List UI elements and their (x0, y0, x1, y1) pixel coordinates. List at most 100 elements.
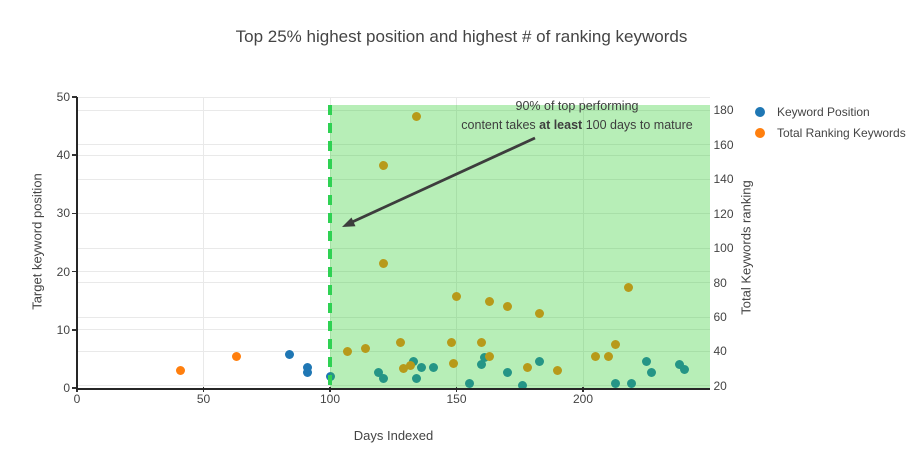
data-point-total-ranking-keywords[interactable] (452, 291, 461, 301)
annotation-text: 90% of top performing content takes at l… (427, 97, 727, 135)
data-point-keyword-position[interactable] (679, 365, 689, 375)
x-axis-title: Days Indexed (353, 428, 434, 443)
y-right-tick-label: 100 (713, 241, 734, 255)
annotation-line2-post: 100 days to mature (582, 118, 693, 132)
x-tick-label: 200 (572, 392, 594, 406)
data-point-total-ranking-keywords[interactable] (360, 343, 370, 353)
data-point-total-ranking-keywords[interactable] (449, 359, 459, 369)
y-left-tick-label: 40 (56, 148, 70, 163)
gridline-horizontal (77, 271, 710, 273)
legend-label: Total Ranking Keywords (777, 125, 906, 140)
x-tick-label: 50 (196, 392, 211, 406)
x-tick-label: 0 (73, 392, 81, 406)
gridline-horizontal (77, 96, 710, 98)
data-point-keyword-position[interactable] (464, 379, 474, 389)
gridline-horizontal (77, 109, 710, 111)
x-axis-line (76, 388, 710, 390)
data-point-keyword-position[interactable] (646, 368, 656, 378)
gridline-horizontal (77, 247, 710, 249)
data-point-total-ranking-keywords[interactable] (396, 338, 406, 348)
y-right-axis-title: Total Keywords ranking (738, 180, 754, 315)
data-point-keyword-position[interactable] (302, 368, 312, 378)
y-right-tick-label: 120 (713, 206, 734, 221)
data-point-total-ranking-keywords[interactable] (176, 365, 186, 375)
y-right-tick-label: 40 (713, 344, 727, 359)
gridline-horizontal (77, 329, 710, 331)
data-point-total-ranking-keywords[interactable] (406, 360, 416, 370)
y-left-tick-mark (72, 96, 77, 98)
data-point-total-ranking-keywords[interactable] (522, 362, 532, 372)
y-left-tick-mark (72, 387, 77, 389)
y-left-tick-label: 20 (56, 264, 70, 279)
data-point-keyword-position[interactable] (479, 353, 489, 363)
data-point-keyword-position[interactable] (626, 379, 636, 389)
data-point-total-ranking-keywords[interactable] (603, 352, 613, 362)
data-point-total-ranking-keywords[interactable] (446, 338, 456, 348)
y-right-tick-label: 140 (713, 172, 734, 186)
data-point-total-ranking-keywords[interactable] (231, 352, 241, 362)
annotation-line2-bold: at least (539, 118, 583, 132)
legend-label: Keyword Position (777, 104, 870, 119)
y-right-tick-label: 80 (713, 275, 727, 290)
gridline-vertical (582, 97, 584, 388)
data-point-total-ranking-keywords[interactable] (477, 338, 487, 348)
y-right-tick-label: 180 (713, 103, 734, 117)
y-left-tick-mark (72, 270, 77, 273)
maturity-region (330, 105, 710, 388)
data-point-total-ranking-keywords[interactable] (591, 352, 601, 362)
data-point-keyword-position[interactable] (535, 357, 545, 367)
gridline-vertical (456, 97, 457, 388)
data-point-total-ranking-keywords[interactable] (611, 340, 621, 350)
data-point-keyword-position[interactable] (611, 379, 621, 389)
gridline-horizontal (77, 350, 710, 352)
data-point-keyword-position[interactable] (416, 362, 426, 372)
y-right-tick-label: 160 (713, 137, 734, 152)
data-point-total-ranking-keywords[interactable] (398, 364, 408, 374)
data-point-keyword-position[interactable] (411, 373, 421, 383)
y-left-tick-mark (72, 212, 77, 215)
data-point-total-ranking-keywords[interactable] (502, 302, 512, 312)
threshold-line (328, 105, 332, 388)
data-point-keyword-position[interactable] (517, 380, 527, 390)
y-left-axis-title: Target keyword position (29, 173, 45, 310)
legend-item-keyword-position[interactable]: Keyword Position (755, 101, 906, 122)
y-axis-line (76, 97, 78, 389)
data-point-total-ranking-keywords[interactable] (343, 346, 353, 356)
y-left-tick-label: 30 (56, 206, 70, 221)
y-right-tick-label: 20 (713, 378, 727, 393)
data-point-keyword-position[interactable] (641, 356, 651, 366)
data-point-keyword-position[interactable] (502, 368, 512, 378)
gridline-horizontal (77, 316, 710, 318)
data-point-total-ranking-keywords[interactable] (553, 365, 563, 375)
gridline-horizontal (77, 282, 710, 283)
data-point-total-ranking-keywords[interactable] (411, 112, 421, 122)
y-right-tick-label: 60 (713, 310, 727, 324)
y-left-tick-label: 50 (56, 90, 70, 104)
data-point-keyword-position[interactable] (674, 360, 684, 370)
legend: Keyword Position Total Ranking Keywords (755, 101, 906, 143)
gridline-vertical (203, 97, 204, 388)
data-point-total-ranking-keywords[interactable] (378, 259, 388, 269)
data-point-total-ranking-keywords[interactable] (484, 352, 494, 362)
data-point-keyword-position[interactable] (477, 359, 487, 369)
y-left-tick-mark (72, 329, 77, 331)
data-point-total-ranking-keywords[interactable] (624, 283, 634, 293)
y-left-tick-mark (72, 154, 77, 156)
y-left-tick-label: 0 (63, 381, 70, 395)
data-point-keyword-position[interactable] (378, 373, 388, 383)
gridline-horizontal (77, 385, 710, 387)
legend-item-total-ranking-keywords[interactable]: Total Ranking Keywords (755, 122, 906, 143)
data-point-keyword-position[interactable] (429, 362, 439, 372)
data-point-keyword-position[interactable] (373, 368, 383, 378)
x-tick-label: 150 (446, 392, 467, 406)
chart-title: Top 25% highest position and highest # o… (235, 27, 688, 46)
annotation-line2-pre: content takes (461, 118, 540, 132)
total-ranking-keywords-marker-icon (755, 127, 765, 138)
data-point-total-ranking-keywords[interactable] (535, 309, 545, 319)
keyword-position-marker-icon (755, 106, 765, 117)
data-point-keyword-position[interactable] (285, 350, 295, 360)
data-point-total-ranking-keywords[interactable] (484, 296, 494, 306)
data-point-keyword-position[interactable] (302, 362, 312, 372)
